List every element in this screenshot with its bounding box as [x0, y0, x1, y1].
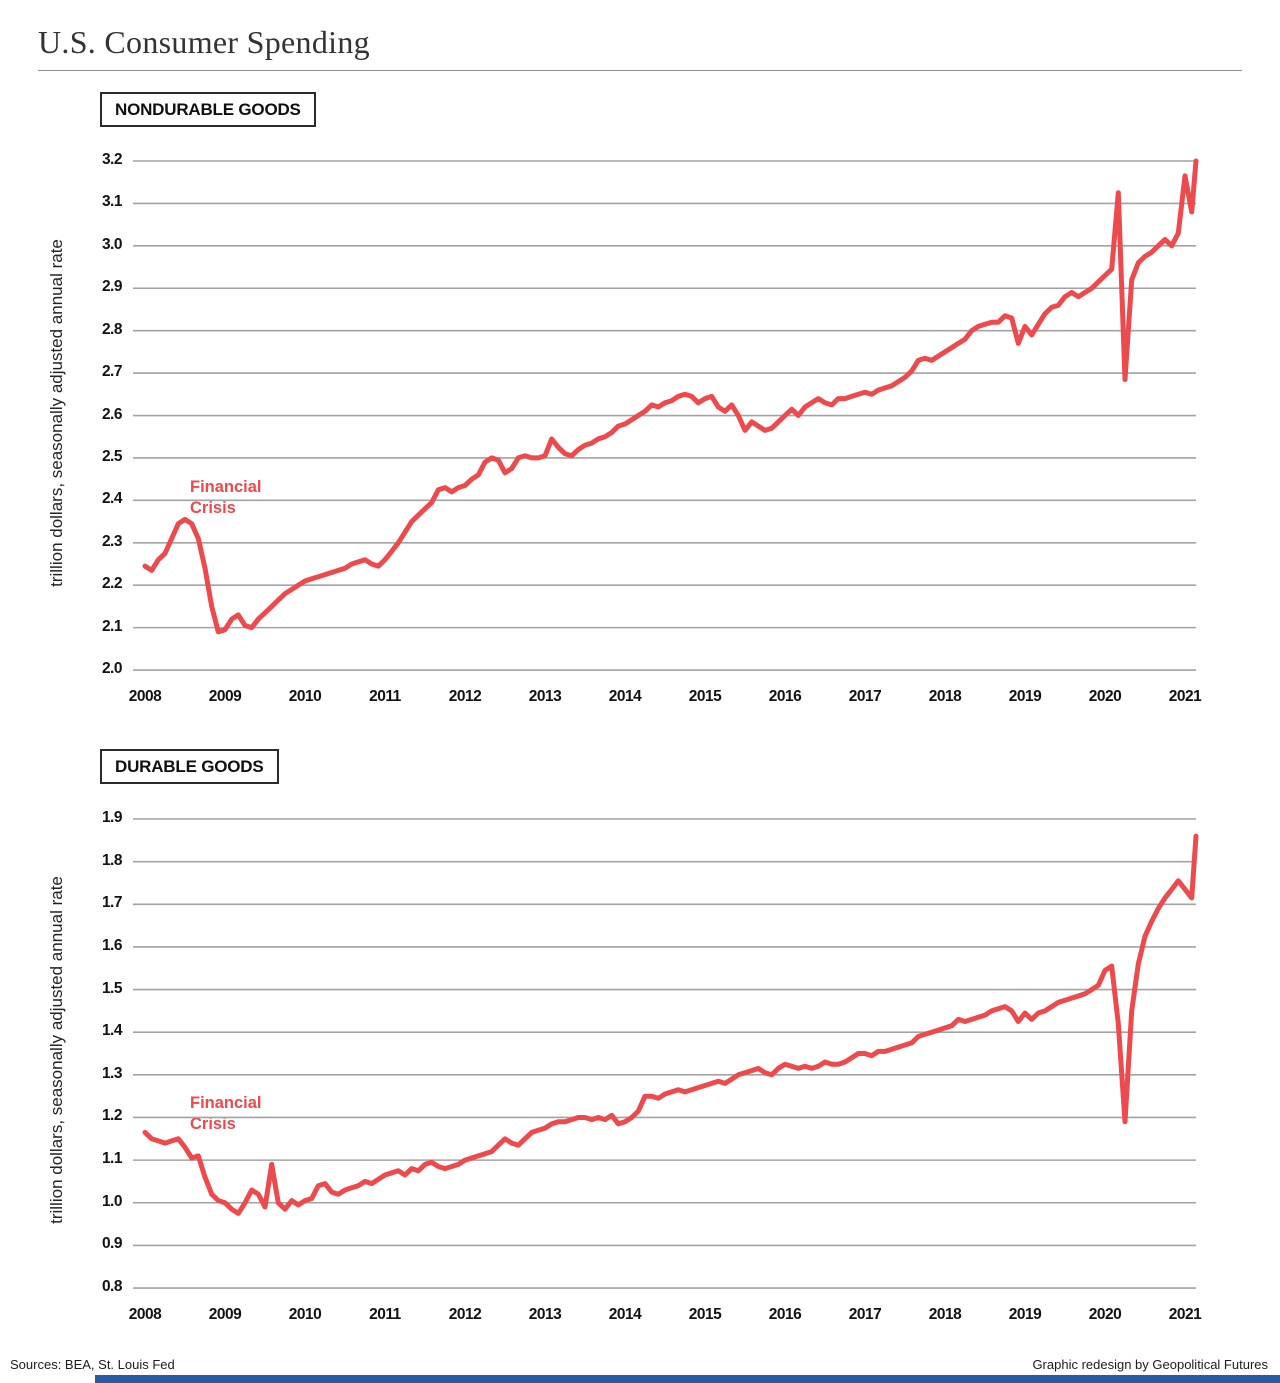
x-tick-label: 2019 — [1008, 1306, 1042, 1323]
y-tick-label: 1.9 — [101, 809, 123, 826]
chart2-financial-crisis-annotation: Financial Crisis — [190, 1094, 262, 1133]
y-tick-label: 2.1 — [101, 617, 123, 635]
y-tick-label: 0.8 — [101, 1278, 123, 1296]
x-tick-label: 2010 — [288, 1306, 322, 1323]
y-tick-label: 1.1 — [101, 1150, 123, 1168]
x-tick-label: 2021 — [1168, 1306, 1202, 1323]
x-tick-label: 2013 — [528, 1306, 562, 1323]
y-tick-label: 1.7 — [101, 894, 123, 912]
y-tick-label: 1.0 — [101, 1192, 123, 1210]
x-tick-label: 2013 — [528, 688, 562, 705]
y-tick-label: 1.5 — [101, 979, 123, 997]
y-tick-label: 2.0 — [101, 660, 123, 678]
y-tick-label: 2.8 — [101, 320, 123, 338]
x-tick-label: 2016 — [768, 688, 802, 705]
credit-note: Graphic redesign by Geopolitical Futures — [1032, 1357, 1268, 1372]
x-tick-label: 2019 — [1008, 688, 1042, 705]
x-tick-label: 2017 — [848, 688, 882, 705]
brand-accent-bar — [95, 1375, 1280, 1383]
x-tick-label: 2009 — [208, 688, 242, 705]
x-tick-label: 2020 — [1088, 1306, 1122, 1323]
chart1-title-box: NONDURABLE GOODS — [100, 92, 316, 127]
chart1-y-axis-title: trillion dollars, seasonally adjusted an… — [47, 239, 66, 587]
x-tick-label: 2021 — [1168, 688, 1202, 705]
y-tick-label: 2.9 — [101, 278, 123, 296]
chart2-y-axis-title: trillion dollars, seasonally adjusted an… — [47, 876, 66, 1224]
y-tick-label: 2.3 — [101, 532, 123, 550]
chart2-title-box: DURABLE GOODS — [100, 749, 279, 784]
y-tick-label: 2.4 — [101, 490, 123, 508]
y-tick-label: 2.7 — [101, 363, 123, 381]
x-tick-label: 2011 — [369, 688, 401, 705]
x-tick-label: 2012 — [448, 1306, 482, 1323]
x-tick-label: 2015 — [688, 688, 722, 705]
x-tick-label: 2016 — [768, 1306, 802, 1323]
x-tick-label: 2018 — [928, 1306, 962, 1323]
spending-line-series — [142, 158, 1199, 635]
x-tick-label: 2011 — [369, 1306, 401, 1323]
chart2-plot-area — [133, 818, 1199, 1289]
y-tick-label: 0.9 — [101, 1235, 123, 1253]
title-divider — [38, 70, 1242, 71]
y-tick-label: 1.2 — [101, 1107, 123, 1125]
y-tick-label: 2.6 — [101, 405, 123, 423]
y-tick-label: 2.5 — [101, 447, 123, 465]
x-tick-label: 2012 — [448, 688, 482, 705]
y-tick-label: 3.2 — [101, 151, 123, 168]
chart1-plot-area — [133, 158, 1199, 671]
y-tick-label: 1.6 — [101, 936, 123, 954]
sources-note: Sources: BEA, St. Louis Fed — [10, 1357, 175, 1372]
x-tick-label: 2018 — [928, 688, 962, 705]
x-tick-label: 2014 — [608, 1306, 642, 1323]
y-tick-label: 3.1 — [101, 193, 123, 211]
y-tick-label: 1.4 — [101, 1022, 123, 1040]
x-tick-label: 2015 — [688, 1306, 722, 1323]
y-tick-label: 1.8 — [101, 851, 123, 869]
x-tick-label: 2014 — [608, 688, 642, 705]
y-tick-label: 3.0 — [101, 235, 123, 253]
x-tick-label: 2017 — [848, 1306, 882, 1323]
x-tick-label: 2008 — [128, 688, 162, 705]
page-title: U.S. Consumer Spending — [38, 24, 370, 60]
x-tick-label: 2008 — [128, 1306, 162, 1323]
y-tick-label: 1.3 — [101, 1064, 123, 1082]
spending-line-series — [142, 833, 1199, 1216]
x-tick-label: 2009 — [208, 1306, 242, 1323]
chart1-financial-crisis-annotation: Financial Crisis — [190, 478, 262, 517]
x-tick-label: 2010 — [288, 688, 322, 705]
y-tick-label: 2.2 — [101, 575, 123, 593]
x-tick-label: 2020 — [1088, 688, 1122, 705]
